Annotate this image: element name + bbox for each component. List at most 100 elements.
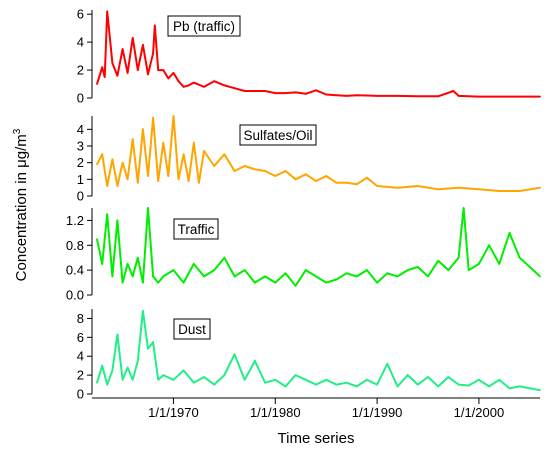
- data-point: [198, 181, 200, 184]
- data-point: [294, 91, 297, 94]
- data-point: [243, 269, 246, 271]
- data-point: [396, 95, 399, 97]
- data-point: [101, 153, 104, 156]
- data-point: [467, 384, 470, 387]
- data-point: [233, 275, 236, 278]
- data-point: [106, 185, 109, 187]
- data-point: [366, 176, 368, 179]
- series-label-box: [173, 218, 219, 240]
- data-point: [192, 141, 195, 144]
- data-point: [192, 263, 195, 265]
- data-point: [508, 232, 511, 234]
- data-point: [121, 281, 124, 284]
- data-point: [366, 94, 368, 97]
- data-point: [335, 181, 338, 184]
- data-point: [243, 90, 246, 92]
- data-point: [355, 183, 358, 186]
- data-point: [518, 256, 521, 259]
- data-point: [101, 66, 104, 69]
- series-label-box: [239, 124, 317, 146]
- data-point: [147, 175, 149, 177]
- data-point: [157, 180, 160, 182]
- data-point: [172, 378, 175, 381]
- data-point: [177, 178, 180, 181]
- data-point: [462, 207, 465, 209]
- y-tick-label: 4: [77, 122, 84, 137]
- y-tick-label: 6: [77, 330, 84, 345]
- data-point: [162, 275, 165, 278]
- panel-pb-traffic: 0 2 4 6 Pb (traffic): [77, 7, 541, 106]
- data-point: [366, 378, 368, 381]
- data-point: [96, 238, 98, 241]
- data-point: [284, 272, 287, 275]
- data-point: [203, 85, 205, 88]
- series-line-pb-traffic: [96, 10, 540, 98]
- data-point: [427, 275, 429, 278]
- data-point: [213, 80, 216, 83]
- data-point: [325, 378, 328, 381]
- data-point: [162, 69, 165, 71]
- data-point: [447, 376, 450, 378]
- data-point: [355, 275, 358, 278]
- data-point: [103, 76, 106, 78]
- data-point: [386, 272, 389, 275]
- data-point: [325, 281, 328, 284]
- data-point: [111, 275, 114, 278]
- data-point: [274, 281, 277, 284]
- data-point: [518, 190, 521, 192]
- data-point: [396, 186, 399, 189]
- series-label-box: [167, 15, 241, 37]
- data-point: [223, 153, 226, 156]
- data-point: [284, 92, 287, 94]
- y-tick-label: 8: [77, 311, 84, 326]
- data-point: [264, 170, 266, 172]
- x-tick-label: 1/1/1980: [250, 405, 301, 420]
- data-point: [539, 95, 541, 98]
- series-line-dust: [96, 309, 541, 392]
- data-point: [172, 115, 175, 117]
- data-point: [147, 347, 149, 350]
- data-point: [325, 175, 328, 177]
- data-point: [254, 90, 256, 92]
- data-point: [345, 95, 348, 97]
- data-point: [539, 389, 541, 392]
- y-tick-label: 1: [77, 172, 84, 187]
- y-tick-label: 0: [77, 387, 84, 402]
- data-point: [111, 62, 114, 64]
- data-point: [416, 95, 419, 98]
- data-point: [136, 181, 139, 184]
- data-point: [335, 94, 338, 97]
- data-point: [182, 369, 185, 372]
- data-point: [142, 128, 144, 131]
- data-point: [335, 383, 338, 386]
- data-point: [157, 378, 160, 381]
- data-point: [116, 185, 119, 187]
- data-point: [233, 170, 236, 172]
- data-point: [131, 378, 134, 381]
- data-point: [213, 269, 216, 271]
- data-point: [488, 244, 490, 247]
- data-point: [315, 180, 317, 182]
- data-point: [498, 378, 501, 381]
- data-point: [101, 364, 104, 367]
- data-point: [203, 376, 205, 378]
- data-point: [396, 385, 399, 388]
- series-label: Pb (traffic): [173, 19, 235, 34]
- data-point: [131, 138, 134, 141]
- y-tick-label: 0.4: [66, 263, 84, 278]
- data-point: [152, 116, 155, 119]
- data-point: [437, 259, 440, 262]
- data-point: [264, 90, 266, 92]
- data-point: [116, 333, 119, 336]
- data-point: [192, 381, 195, 384]
- y-tick-label: 4: [77, 349, 84, 364]
- data-point: [213, 383, 216, 386]
- data-point: [498, 95, 501, 98]
- data-point: [111, 369, 114, 372]
- data-point: [437, 95, 440, 98]
- data-point: [508, 387, 511, 390]
- data-point: [437, 385, 440, 388]
- y-tick-label: 3: [77, 139, 84, 154]
- data-point: [243, 378, 246, 381]
